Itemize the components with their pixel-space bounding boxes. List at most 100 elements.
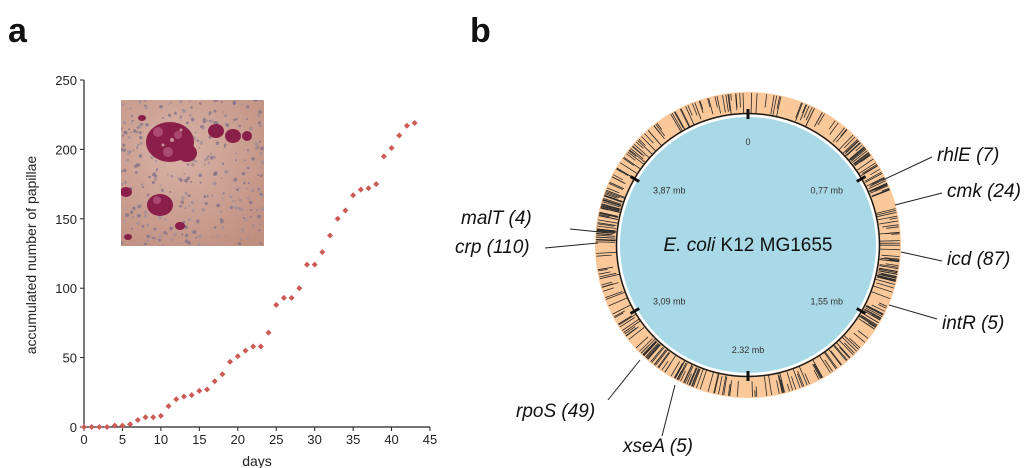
mutation-line (707, 98, 711, 108)
mutation-line (845, 142, 861, 157)
data-point (196, 387, 203, 394)
small-colonies (121, 100, 264, 246)
mutation-line (630, 148, 644, 160)
mutation-line (676, 370, 682, 380)
mutation-line (626, 153, 636, 161)
mutation-line (601, 204, 620, 210)
mutation-line (878, 268, 898, 274)
mutation-line (875, 278, 895, 285)
data-point (188, 392, 195, 399)
mutation-line (880, 274, 897, 279)
mutation-line (678, 363, 688, 381)
mutation-line (616, 167, 634, 179)
mutation-line (835, 129, 848, 143)
mutation-line (842, 337, 857, 352)
mutation-line (876, 212, 897, 218)
data-point (88, 424, 95, 430)
mutation-line (880, 257, 900, 261)
mutation-line (885, 232, 900, 235)
mutation-line (856, 158, 874, 171)
data-point (257, 343, 264, 350)
mutation-line (691, 368, 699, 387)
mutation-line (718, 376, 723, 395)
mutation-line (604, 194, 624, 203)
mutation-line (635, 336, 649, 349)
mutation-line (851, 148, 867, 162)
scale-label: 1,55 mb (810, 296, 843, 306)
data-point (373, 181, 380, 188)
mutation-line (877, 276, 896, 282)
mutation-line (876, 208, 896, 214)
mutation-line (888, 259, 900, 262)
gene-label-xseA: xseA (5) (622, 436, 693, 457)
mutation-line (824, 352, 837, 370)
mutation-line (699, 370, 707, 390)
mutation-line (797, 370, 805, 387)
mutation-line (655, 123, 666, 137)
mutation-line (770, 95, 775, 115)
mutation-line (600, 207, 609, 211)
mutation-line (855, 144, 863, 152)
mutation-line (878, 267, 898, 272)
mutation-line (596, 236, 616, 239)
mutation-line (839, 346, 850, 359)
mutation-line (817, 113, 825, 126)
mutation-line (874, 184, 888, 191)
mutation-line (645, 343, 660, 359)
y-tick-label: 100 (55, 281, 77, 296)
mutation-line (655, 349, 668, 366)
scale-tick (629, 307, 640, 315)
mutation-line (860, 314, 878, 326)
mutation-line (640, 345, 649, 354)
mutation-line (674, 111, 686, 130)
mutation-line (661, 360, 669, 371)
mutation-line (686, 373, 692, 385)
mutation-line (889, 217, 898, 220)
y-tick-label: 0 (70, 420, 77, 435)
data-point (342, 207, 349, 214)
gene-leader-line (569, 228, 601, 233)
mutation-line (871, 189, 890, 197)
mutation-line (656, 123, 663, 130)
gene-leader-line (900, 251, 943, 262)
data-point (180, 393, 187, 400)
mutation-line (628, 150, 637, 157)
mutation-line (727, 94, 731, 111)
mutation-line (596, 233, 613, 235)
mutation-line (854, 153, 870, 166)
mutation-line (742, 93, 745, 114)
mutation-line (633, 143, 650, 158)
mutation-line (878, 270, 898, 275)
data-point (157, 412, 164, 419)
mutation-line (833, 345, 847, 362)
mutation-line (644, 133, 654, 144)
mutation-line (601, 281, 613, 286)
mutation-line (597, 266, 614, 271)
mutation-line (866, 177, 885, 187)
mutation-line (606, 189, 626, 198)
mutation-line (881, 187, 890, 192)
mutation-line (598, 268, 608, 272)
mutation-line (764, 94, 768, 108)
mutation-line (650, 346, 664, 363)
mutation-line (618, 314, 636, 326)
data-point (411, 120, 418, 127)
mutation-line (647, 344, 661, 360)
mutation-line (865, 307, 883, 317)
y-tick-label: 50 (63, 351, 77, 366)
mutation-line (642, 341, 657, 356)
mutation-line (598, 219, 618, 224)
mutation-line (813, 364, 822, 379)
data-point (242, 347, 249, 354)
mutation-line (869, 183, 888, 193)
mutation-line (608, 297, 628, 307)
panel-label-a: a (8, 12, 28, 50)
mutation-line (879, 264, 899, 268)
mutation-line (614, 312, 624, 319)
mutation-line (877, 276, 896, 282)
mutation-line (680, 108, 691, 127)
mutation-line (777, 373, 783, 394)
mutation-line (828, 349, 842, 366)
mutation-line (843, 335, 859, 350)
mutation-line (804, 373, 810, 385)
